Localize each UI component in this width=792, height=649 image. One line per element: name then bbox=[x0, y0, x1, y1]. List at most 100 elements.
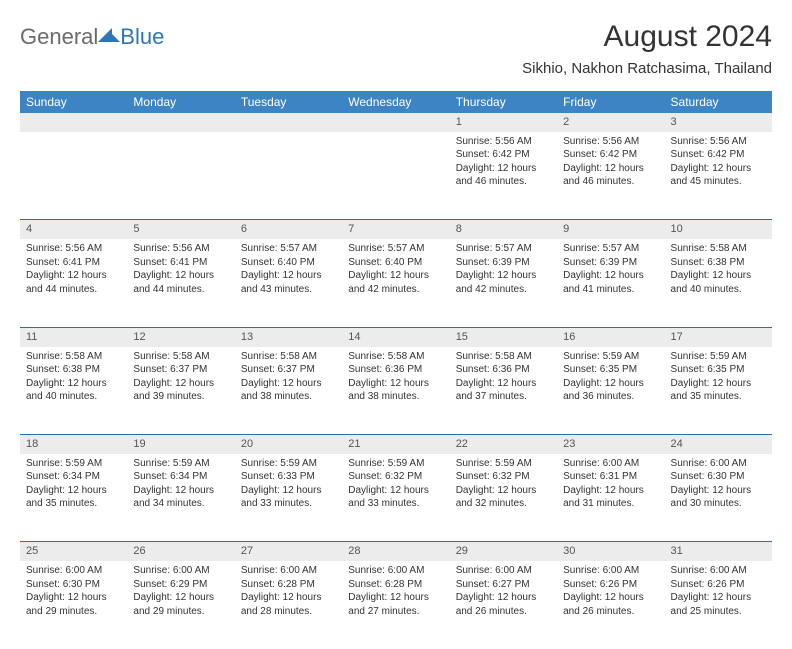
day-cell: Sunrise: 5:59 AMSunset: 6:32 PMDaylight:… bbox=[342, 454, 449, 542]
calendar-body: 123Sunrise: 5:56 AMSunset: 6:42 PMDaylig… bbox=[20, 113, 772, 649]
day-number-row: 11121314151617 bbox=[20, 327, 772, 346]
sunrise-line: Sunrise: 5:59 AM bbox=[456, 457, 551, 471]
day-number bbox=[342, 113, 449, 132]
day-number: 9 bbox=[557, 220, 664, 239]
day-header-row: SundayMondayTuesdayWednesdayThursdayFrid… bbox=[20, 91, 772, 113]
day-header: Sunday bbox=[20, 91, 127, 113]
day-number: 3 bbox=[665, 113, 772, 132]
sunset-line: Sunset: 6:31 PM bbox=[563, 470, 658, 484]
daylight-line: Daylight: 12 hours and 31 minutes. bbox=[563, 484, 658, 511]
day-number: 11 bbox=[20, 327, 127, 346]
daylight-line: Daylight: 12 hours and 35 minutes. bbox=[26, 484, 121, 511]
sunset-line: Sunset: 6:26 PM bbox=[671, 578, 766, 592]
day-cell: Sunrise: 5:57 AMSunset: 6:40 PMDaylight:… bbox=[342, 239, 449, 327]
day-number: 30 bbox=[557, 542, 664, 561]
sunset-line: Sunset: 6:30 PM bbox=[26, 578, 121, 592]
sunset-line: Sunset: 6:38 PM bbox=[26, 363, 121, 377]
day-cell: Sunrise: 5:56 AMSunset: 6:42 PMDaylight:… bbox=[665, 132, 772, 220]
day-number: 17 bbox=[665, 327, 772, 346]
sunrise-line: Sunrise: 5:59 AM bbox=[563, 350, 658, 364]
day-header: Thursday bbox=[450, 91, 557, 113]
day-header: Wednesday bbox=[342, 91, 449, 113]
daylight-line: Daylight: 12 hours and 30 minutes. bbox=[671, 484, 766, 511]
sunset-line: Sunset: 6:35 PM bbox=[563, 363, 658, 377]
day-number: 25 bbox=[20, 542, 127, 561]
sunrise-line: Sunrise: 6:00 AM bbox=[671, 457, 766, 471]
sunrise-line: Sunrise: 5:56 AM bbox=[456, 135, 551, 149]
day-number: 8 bbox=[450, 220, 557, 239]
sunset-line: Sunset: 6:42 PM bbox=[563, 148, 658, 162]
sunset-line: Sunset: 6:39 PM bbox=[456, 256, 551, 270]
sunset-line: Sunset: 6:29 PM bbox=[133, 578, 228, 592]
day-cell: Sunrise: 6:00 AMSunset: 6:26 PMDaylight:… bbox=[557, 561, 664, 649]
day-cell: Sunrise: 5:57 AMSunset: 6:39 PMDaylight:… bbox=[450, 239, 557, 327]
sunrise-line: Sunrise: 5:58 AM bbox=[671, 242, 766, 256]
sunrise-line: Sunrise: 5:56 AM bbox=[563, 135, 658, 149]
day-number: 14 bbox=[342, 327, 449, 346]
day-number: 16 bbox=[557, 327, 664, 346]
daylight-line: Daylight: 12 hours and 33 minutes. bbox=[241, 484, 336, 511]
day-number: 28 bbox=[342, 542, 449, 561]
sunset-line: Sunset: 6:32 PM bbox=[348, 470, 443, 484]
day-cell: Sunrise: 5:56 AMSunset: 6:41 PMDaylight:… bbox=[127, 239, 234, 327]
daylight-line: Daylight: 12 hours and 29 minutes. bbox=[133, 591, 228, 618]
sunrise-line: Sunrise: 5:59 AM bbox=[241, 457, 336, 471]
day-header: Saturday bbox=[665, 91, 772, 113]
day-cell: Sunrise: 5:59 AMSunset: 6:35 PMDaylight:… bbox=[557, 347, 664, 435]
daylight-line: Daylight: 12 hours and 46 minutes. bbox=[456, 162, 551, 189]
day-data-row: Sunrise: 5:56 AMSunset: 6:41 PMDaylight:… bbox=[20, 239, 772, 327]
sunrise-line: Sunrise: 5:58 AM bbox=[133, 350, 228, 364]
day-data-row: Sunrise: 5:59 AMSunset: 6:34 PMDaylight:… bbox=[20, 454, 772, 542]
daylight-line: Daylight: 12 hours and 41 minutes. bbox=[563, 269, 658, 296]
day-cell: Sunrise: 5:59 AMSunset: 6:32 PMDaylight:… bbox=[450, 454, 557, 542]
day-cell: Sunrise: 5:59 AMSunset: 6:35 PMDaylight:… bbox=[665, 347, 772, 435]
day-cell: Sunrise: 5:56 AMSunset: 6:41 PMDaylight:… bbox=[20, 239, 127, 327]
sunrise-line: Sunrise: 5:56 AM bbox=[671, 135, 766, 149]
sunrise-line: Sunrise: 6:00 AM bbox=[241, 564, 336, 578]
day-data-row: Sunrise: 5:56 AMSunset: 6:42 PMDaylight:… bbox=[20, 132, 772, 220]
daylight-line: Daylight: 12 hours and 26 minutes. bbox=[563, 591, 658, 618]
day-cell: Sunrise: 5:58 AMSunset: 6:37 PMDaylight:… bbox=[235, 347, 342, 435]
day-cell: Sunrise: 6:00 AMSunset: 6:30 PMDaylight:… bbox=[665, 454, 772, 542]
day-number: 29 bbox=[450, 542, 557, 561]
sunset-line: Sunset: 6:37 PM bbox=[133, 363, 228, 377]
sunset-line: Sunset: 6:30 PM bbox=[671, 470, 766, 484]
daylight-line: Daylight: 12 hours and 38 minutes. bbox=[348, 377, 443, 404]
day-number: 1 bbox=[450, 113, 557, 132]
day-number: 21 bbox=[342, 435, 449, 454]
sunrise-line: Sunrise: 5:57 AM bbox=[348, 242, 443, 256]
day-cell: Sunrise: 5:58 AMSunset: 6:38 PMDaylight:… bbox=[20, 347, 127, 435]
day-number: 24 bbox=[665, 435, 772, 454]
sunrise-line: Sunrise: 5:58 AM bbox=[241, 350, 336, 364]
day-cell: Sunrise: 5:58 AMSunset: 6:36 PMDaylight:… bbox=[342, 347, 449, 435]
sunset-line: Sunset: 6:42 PM bbox=[456, 148, 551, 162]
daylight-line: Daylight: 12 hours and 25 minutes. bbox=[671, 591, 766, 618]
logo-text-general: General bbox=[20, 24, 98, 50]
day-number bbox=[235, 113, 342, 132]
sunrise-line: Sunrise: 5:56 AM bbox=[133, 242, 228, 256]
daylight-line: Daylight: 12 hours and 45 minutes. bbox=[671, 162, 766, 189]
day-cell: Sunrise: 6:00 AMSunset: 6:26 PMDaylight:… bbox=[665, 561, 772, 649]
daylight-line: Daylight: 12 hours and 40 minutes. bbox=[671, 269, 766, 296]
day-cell: Sunrise: 5:57 AMSunset: 6:40 PMDaylight:… bbox=[235, 239, 342, 327]
sunset-line: Sunset: 6:37 PM bbox=[241, 363, 336, 377]
logo: General Blue bbox=[20, 20, 164, 50]
day-cell bbox=[235, 132, 342, 220]
daylight-line: Daylight: 12 hours and 37 minutes. bbox=[456, 377, 551, 404]
daylight-line: Daylight: 12 hours and 27 minutes. bbox=[348, 591, 443, 618]
sunset-line: Sunset: 6:33 PM bbox=[241, 470, 336, 484]
daylight-line: Daylight: 12 hours and 34 minutes. bbox=[133, 484, 228, 511]
day-header: Tuesday bbox=[235, 91, 342, 113]
daylight-line: Daylight: 12 hours and 40 minutes. bbox=[26, 377, 121, 404]
day-number-row: 18192021222324 bbox=[20, 435, 772, 454]
sunrise-line: Sunrise: 5:58 AM bbox=[26, 350, 121, 364]
day-number: 31 bbox=[665, 542, 772, 561]
daylight-line: Daylight: 12 hours and 28 minutes. bbox=[241, 591, 336, 618]
sunrise-line: Sunrise: 6:00 AM bbox=[456, 564, 551, 578]
sunrise-line: Sunrise: 6:00 AM bbox=[348, 564, 443, 578]
day-number bbox=[127, 113, 234, 132]
day-data-row: Sunrise: 5:58 AMSunset: 6:38 PMDaylight:… bbox=[20, 347, 772, 435]
day-number: 15 bbox=[450, 327, 557, 346]
sunset-line: Sunset: 6:39 PM bbox=[563, 256, 658, 270]
sunrise-line: Sunrise: 5:58 AM bbox=[456, 350, 551, 364]
